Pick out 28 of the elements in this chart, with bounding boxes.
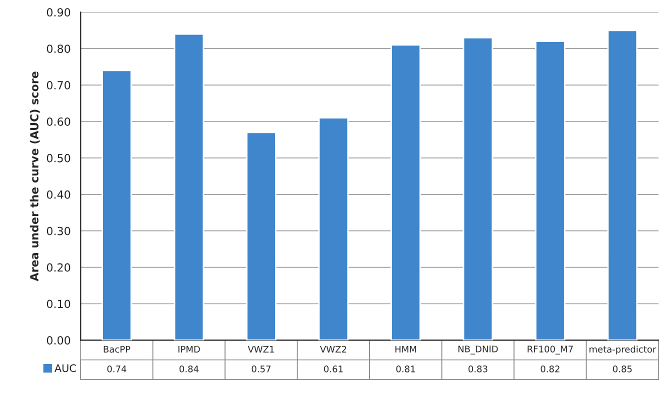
data-label: 0.82 [540,366,560,372]
y-tick-label: 0.60 [46,117,70,126]
x-tick-label: VWZ2 [320,346,346,353]
x-tick-label: meta-predictor [590,346,656,354]
x-tick-label: NB_DNID [458,346,498,354]
y-tick-label: 0.80 [46,44,70,53]
legend-label: AUC [54,364,76,372]
y-tick-label: 0.00 [46,336,70,345]
data-label: 0.83 [468,366,488,372]
y-axis-title: Area under the curve (AUC) score [30,72,40,282]
y-tick-label: 0.40 [46,190,70,199]
y-tick-label: 0.70 [46,81,70,90]
x-tick-label: IPMD [178,346,200,353]
y-tick-label: 0.30 [46,226,70,236]
x-tick-label: RF100_M7 [528,346,573,354]
data-label: 0.81 [396,366,415,372]
data-label: 0.74 [107,366,126,372]
x-tick-label: HMM [395,346,416,353]
y-tick-label: 0.20 [46,263,70,272]
y-tick-label: 0.10 [46,300,70,308]
y-tick-label: 0.90 [46,8,70,17]
data-label: 0.57 [252,366,271,372]
x-tick-label: BacPP [104,346,130,353]
data-label: 0.84 [180,366,199,372]
data-label: 0.85 [612,366,632,372]
y-tick-label: 0.50 [46,154,70,162]
x-tick-label: VWZ1 [248,346,274,353]
data-label: 0.61 [324,366,343,372]
